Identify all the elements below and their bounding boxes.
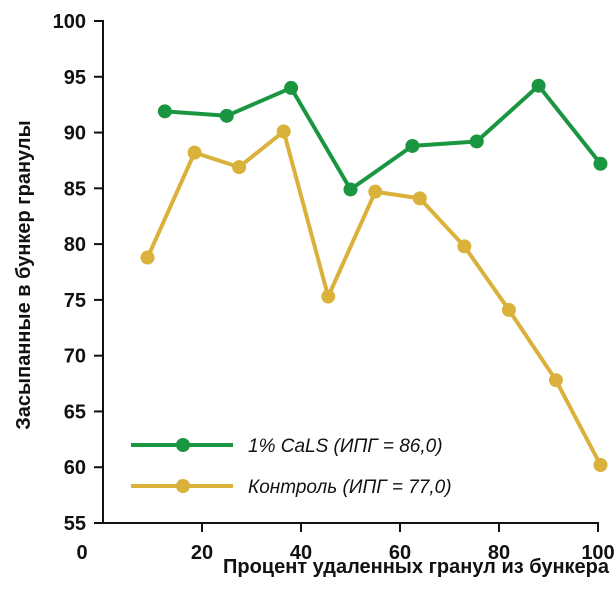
data-point — [469, 134, 484, 149]
y-tick-label: 75 — [64, 290, 86, 312]
y-axis: 55 60 65 70 75 80 85 90 95 100 — [53, 11, 104, 535]
series-2 — [140, 124, 608, 472]
legend-item: 1% CaLS (ИПГ = 86,0) — [131, 436, 443, 457]
series-layer — [140, 78, 608, 472]
series-line — [164, 83, 603, 192]
legend: 1% CaLS (ИПГ = 86,0) Контроль (ИПГ = 77,0… — [131, 436, 452, 498]
series-1 — [157, 78, 608, 197]
data-point — [457, 239, 472, 254]
y-tick-label: 85 — [64, 178, 86, 200]
x-tick-label: 80 — [488, 542, 510, 564]
x-tick-label: 60 — [389, 542, 411, 564]
data-point — [232, 160, 247, 175]
data-point — [157, 104, 172, 119]
y-tick-label: 100 — [53, 11, 86, 33]
x-tick-label: 100 — [581, 542, 614, 564]
data-point — [548, 373, 563, 388]
legend-label: 1% CaLS (ИПГ = 86,0) — [248, 436, 443, 457]
y-tick-label: 90 — [64, 123, 86, 145]
legend-swatch-marker — [176, 479, 190, 493]
data-point — [187, 145, 202, 160]
data-point — [531, 78, 546, 93]
x-tick-label: 40 — [290, 542, 312, 564]
legend-swatch-marker — [176, 438, 190, 452]
x-axis: 0 20 40 60 80 100 — [76, 522, 615, 564]
y-tick-label: 65 — [64, 401, 86, 423]
data-point — [219, 108, 234, 123]
series-line — [145, 129, 603, 466]
data-point — [405, 138, 420, 153]
data-point — [593, 457, 608, 472]
x-axis-title: Процент удаленных гранул из бункера — [223, 556, 610, 578]
data-point — [321, 289, 336, 304]
y-tick-label: 95 — [64, 67, 86, 89]
data-point — [368, 184, 383, 199]
y-tick-label: 55 — [64, 513, 86, 535]
data-point — [593, 156, 608, 171]
data-point — [501, 302, 516, 317]
legend-item: Контроль (ИПГ = 77,0) — [131, 477, 452, 498]
legend-label: Контроль (ИПГ = 77,0) — [248, 477, 452, 498]
data-point — [140, 250, 155, 265]
data-point — [284, 80, 299, 95]
y-tick-label: 70 — [64, 346, 86, 368]
y-axis-title: Засыпанные в бункер гранулы — [13, 120, 35, 429]
data-point — [343, 182, 358, 197]
data-point — [276, 124, 291, 139]
x-tick-label: 0 — [76, 542, 87, 564]
data-point — [412, 191, 427, 206]
y-tick-label: 60 — [64, 457, 86, 479]
x-tick-label: 20 — [191, 542, 213, 564]
y-tick-label: 80 — [64, 234, 86, 256]
